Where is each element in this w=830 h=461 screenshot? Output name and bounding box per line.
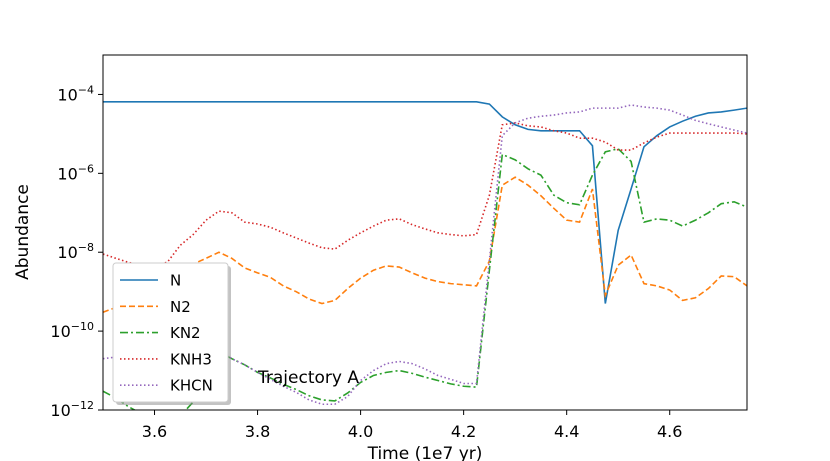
x-tick-label: 4.4 xyxy=(554,422,579,441)
legend-box xyxy=(112,262,229,403)
y-tick-label: 10−12 xyxy=(50,399,94,420)
legend: N N2 KN2 KNH3 KHCN xyxy=(112,262,231,405)
legend-label: KN2 xyxy=(170,324,201,342)
legend-label: N2 xyxy=(170,298,191,316)
axes-frame xyxy=(102,54,748,411)
series-line xyxy=(103,147,747,410)
series-line xyxy=(103,101,747,304)
legend-label: N xyxy=(170,272,181,290)
y-axis-label: Abundance xyxy=(13,184,33,280)
legend-label: KNH3 xyxy=(170,350,212,368)
legend-label: KHCN xyxy=(170,377,213,395)
x-tick-label: 3.8 xyxy=(245,422,270,441)
y-tick-label: 10−6 xyxy=(57,162,94,183)
x-tick-label: 3.6 xyxy=(142,422,167,441)
x-tick-label: 4.0 xyxy=(348,422,373,441)
series-line xyxy=(103,176,747,314)
x-axis-label: Time (1e7 yr) xyxy=(367,444,483,461)
ticks: 3.6 3.8 4.0 4.2 4.4 4.6 10−12 10−10 10−8 10−6 10−4 xyxy=(50,83,682,441)
x-tick-label: 4.6 xyxy=(657,422,682,441)
y-tick-label: 10−10 xyxy=(50,320,94,341)
y-tick-label: 10−4 xyxy=(57,83,94,104)
x-tick-label: 4.2 xyxy=(451,422,476,441)
y-tick-label: 10−8 xyxy=(57,241,94,262)
series-line xyxy=(103,122,747,267)
annotation: Trajectory A xyxy=(257,368,359,388)
